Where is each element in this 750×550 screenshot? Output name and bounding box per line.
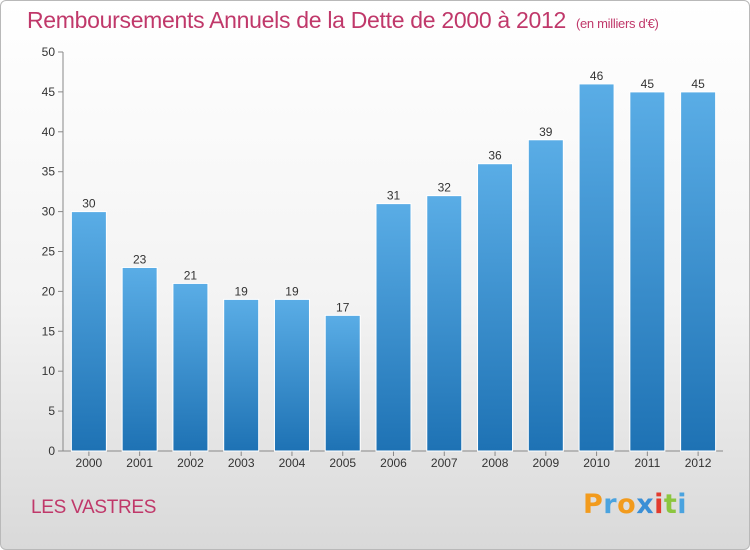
y-tick-label: 30 bbox=[42, 205, 56, 219]
chart-unit-label: (en milliers d'€) bbox=[575, 16, 659, 31]
bar bbox=[426, 195, 463, 452]
bar bbox=[375, 203, 412, 452]
chart-title: Remboursements Annuels de la Dette de 20… bbox=[27, 7, 659, 34]
logo-letter: t bbox=[663, 489, 678, 520]
x-tick-label: 2001 bbox=[126, 456, 153, 470]
logo-letter: i bbox=[677, 489, 688, 520]
bar bbox=[629, 91, 666, 452]
commune-name: LES VASTRES bbox=[31, 497, 157, 518]
bar bbox=[223, 298, 260, 452]
x-tick-label: 2002 bbox=[177, 456, 204, 470]
y-tick-label: 25 bbox=[42, 245, 56, 259]
bar bbox=[680, 91, 717, 452]
bar bbox=[578, 83, 615, 452]
x-tick-label: 2012 bbox=[685, 456, 712, 470]
y-tick-label: 15 bbox=[42, 324, 56, 338]
bar bbox=[477, 163, 514, 452]
bar bbox=[121, 266, 158, 452]
y-tick-label: 5 bbox=[48, 404, 55, 418]
x-tick-label: 2004 bbox=[279, 456, 306, 470]
x-tick-label: 2007 bbox=[431, 456, 458, 470]
y-tick-label: 40 bbox=[42, 125, 56, 139]
bar-value-label: 45 bbox=[691, 77, 705, 91]
logo-letter: o bbox=[617, 489, 637, 520]
logo-letter: x bbox=[636, 489, 655, 520]
bar-value-label: 36 bbox=[488, 149, 502, 163]
logo-letter: r bbox=[603, 489, 618, 520]
y-tick-label: 50 bbox=[42, 45, 56, 59]
bar-value-label: 46 bbox=[590, 69, 604, 83]
chart-title-text: Remboursements Annuels de la Dette de 20… bbox=[27, 7, 566, 33]
x-tick-label: 2010 bbox=[583, 456, 610, 470]
bar bbox=[172, 282, 209, 452]
bar-value-label: 19 bbox=[285, 284, 299, 298]
logo-letter: P bbox=[583, 489, 604, 520]
x-tick-label: 2008 bbox=[482, 456, 509, 470]
x-tick-label: 2005 bbox=[329, 456, 356, 470]
y-tick-label: 0 bbox=[48, 444, 55, 458]
bar-value-label: 21 bbox=[184, 268, 198, 282]
logo-letter: i bbox=[654, 489, 664, 520]
x-tick-label: 2000 bbox=[76, 456, 103, 470]
x-tick-label: 2003 bbox=[228, 456, 255, 470]
bar-value-label: 19 bbox=[235, 284, 249, 298]
bar bbox=[70, 211, 107, 452]
bar-value-label: 32 bbox=[438, 181, 452, 195]
y-tick-label: 20 bbox=[42, 284, 56, 298]
y-tick-label: 45 bbox=[42, 85, 56, 99]
x-tick-label: 2011 bbox=[634, 456, 660, 470]
bar bbox=[273, 298, 310, 452]
y-tick-label: 35 bbox=[42, 165, 56, 179]
bar bbox=[324, 314, 361, 452]
bar-value-label: 31 bbox=[387, 189, 401, 203]
bar-value-label: 45 bbox=[641, 77, 655, 91]
bar bbox=[527, 139, 564, 452]
x-tick-label: 2006 bbox=[380, 456, 407, 470]
bar-value-label: 30 bbox=[82, 197, 96, 211]
x-tick-label: 2009 bbox=[532, 456, 559, 470]
axes: 0 5 10 15 20 25 30 35 40 45 50 2000 2001 2002 2003 2004… bbox=[42, 45, 723, 470]
y-tick-label: 10 bbox=[42, 364, 56, 378]
bar-value-label: 17 bbox=[336, 300, 350, 314]
bars: 30 23 21 19 19 17 31 32 36 39 46 45 45 bbox=[70, 69, 717, 452]
bar-value-label: 23 bbox=[133, 252, 147, 266]
bar-value-label: 39 bbox=[539, 125, 553, 139]
proxiti-logo[interactable]: Proxiti bbox=[583, 489, 687, 520]
